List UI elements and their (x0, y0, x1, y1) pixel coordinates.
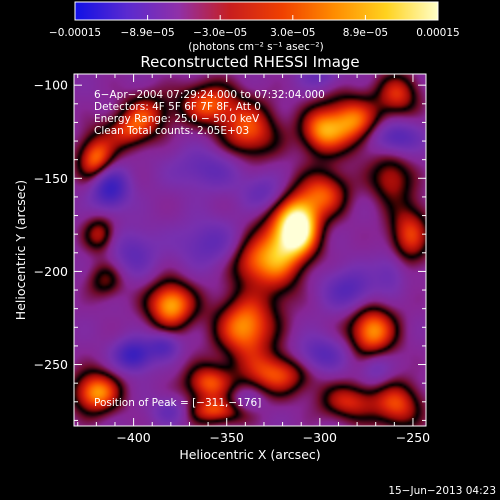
x-axis-tick-labels: −400 −350 −300 −250 (116, 430, 430, 445)
annotation-line: Clean Total counts: 2.05E+03 (94, 125, 249, 137)
colorbar (74, 1, 439, 21)
annotation-line: Detectors: 4F 5F 6F 7F 8F, Att 0 (94, 101, 261, 113)
y-tick-label: −150 (34, 171, 68, 186)
x-tick-label: −350 (210, 430, 244, 445)
plot-frame (73, 73, 427, 427)
colorbar-tick-label: −3.0e−05 (193, 27, 247, 39)
y-tick-label: −250 (34, 357, 68, 372)
y-tick-label: −200 (34, 264, 68, 279)
colorbar-tick-label: 8.9e−05 (343, 27, 388, 39)
x-tick-label: −250 (396, 430, 430, 445)
colorbar-tick-label: 3.0e−05 (270, 27, 315, 39)
heatmap-area (74, 74, 426, 426)
colorbar-tick-label: −8.9e−05 (121, 27, 175, 39)
chart-title: Reconstructed RHESSI Image (140, 53, 359, 71)
x-tick-label: −300 (303, 430, 337, 445)
colorbar-unit-label: (photons cm⁻² s⁻¹ asec⁻²) (188, 41, 323, 53)
annotations: 6−Apr−2004 07:29:24.000 to 07:32:04.000D… (94, 89, 325, 137)
y-axis-ticks (74, 84, 426, 421)
heatmap-image (74, 74, 426, 426)
y-tick-label: −100 (34, 78, 68, 93)
y-axis-label: Heliocentric Y (arcsec) (13, 180, 28, 320)
colorbar-tick-label: 0.00015 (416, 27, 459, 39)
x-axis-ticks (77, 74, 414, 426)
peak-position-label: Position of Peak = [−311,−176] (94, 397, 261, 409)
y-axis-tick-labels: −100 −150 −200 −250 (34, 78, 68, 372)
x-axis-label: Heliocentric X (arcsec) (179, 447, 320, 462)
colorbar-tick-labels: −0.00015 −8.9e−05 −3.0e−05 3.0e−05 8.9e−05 0.… (49, 27, 460, 39)
annotation-line: 6−Apr−2004 07:29:24.000 to 07:32:04.000 (94, 89, 325, 101)
x-tick-label: −400 (116, 430, 150, 445)
footer-date: 15−Jun−2013 04:23 (388, 485, 496, 497)
colorbar-ticks (74, 15, 439, 20)
colorbar-tick-label: −0.00015 (49, 27, 101, 39)
annotation-line: Energy Range: 25.0 − 50.0 keV (94, 113, 260, 125)
